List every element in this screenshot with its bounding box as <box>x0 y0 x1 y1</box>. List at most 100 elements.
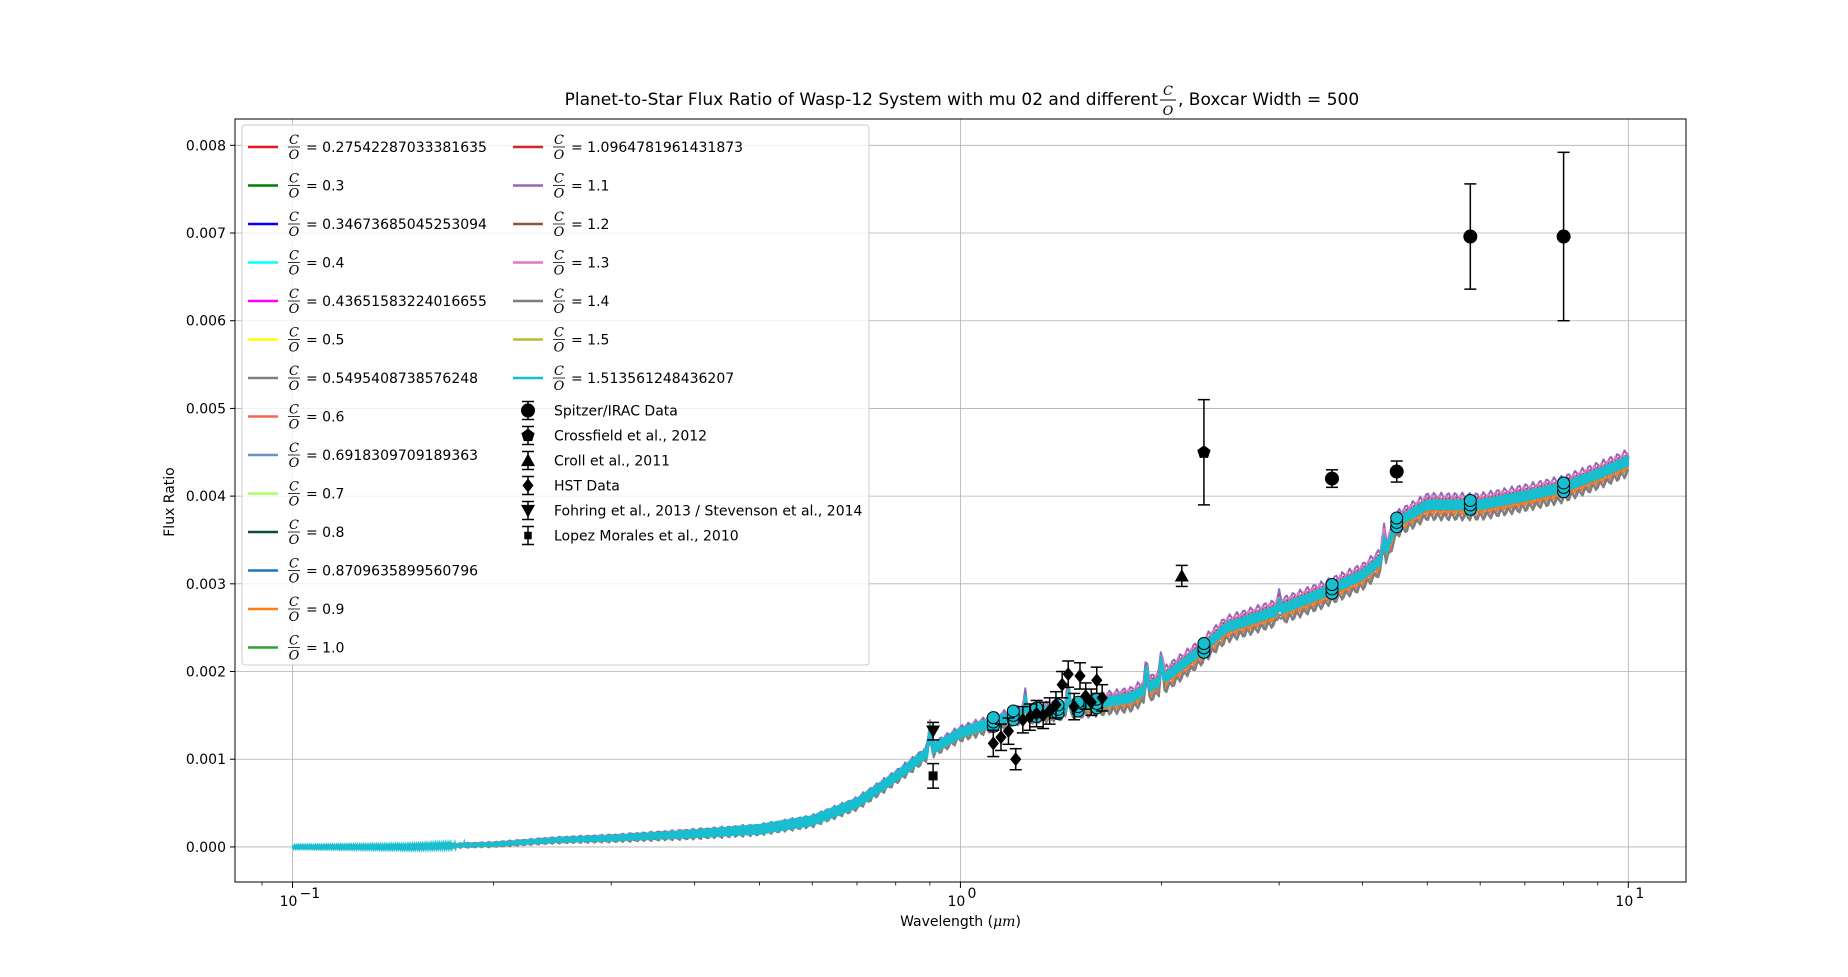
legend-entry-label: = 0.6918309709189363 <box>306 448 478 464</box>
legend-frac-denominator: O <box>289 264 300 279</box>
legend-observation-label: Crossfield et al., 2012 <box>554 429 707 445</box>
legend-observation-label: HST Data <box>554 479 620 495</box>
y-tick-label: 0.001 <box>186 752 226 768</box>
legend-frac-numerator: C <box>289 287 299 302</box>
x-tick-label: 10 <box>948 894 966 910</box>
observation-point <box>1080 689 1092 704</box>
legend-frac-numerator: C <box>289 210 299 225</box>
axis-ticks: 0.000 0.001 0.002 0.003 0.004 0.005 0.006 0.007… <box>186 138 1644 910</box>
legend-entry-label: = 1.0 <box>306 641 344 657</box>
model-series-group <box>291 449 1630 853</box>
y-tick-label: 0.000 <box>186 840 226 856</box>
observation-point <box>1010 752 1022 767</box>
legend-entry-label: = 0.5495408738576248 <box>306 371 478 387</box>
legend-entry-label: = 1.0964781961431873 <box>571 140 743 156</box>
observation-point <box>926 725 941 739</box>
observation-point <box>1030 706 1043 721</box>
legend-entry-label: = 0.6 <box>306 410 345 426</box>
legend-frac-denominator: O <box>289 533 300 548</box>
chart-title-prefix: Planet-to-Star Flux Ratio of Wasp-12 Sys… <box>565 90 1159 110</box>
legend-entry-label: = 0.4 <box>306 256 345 272</box>
model-sample-point <box>1557 476 1571 490</box>
legend-frac-numerator: C <box>289 557 299 572</box>
legend-frac-numerator: C <box>289 133 299 148</box>
legend-frac-numerator: C <box>289 480 299 495</box>
observation-point <box>1463 229 1478 244</box>
model-line-band <box>291 455 1630 853</box>
legend-observation-label: Lopez Morales et al., 2010 <box>554 529 739 545</box>
y-tick-label: 0.005 <box>186 401 226 417</box>
model-sample-point <box>1197 636 1211 650</box>
legend-box <box>241 124 870 666</box>
legend-frac-denominator: O <box>289 379 300 394</box>
legend-frac-denominator: O <box>289 302 300 317</box>
observation-point <box>928 771 938 781</box>
chart-title: Planet-to-Star Flux Ratio of Wasp-12 Sys… <box>565 84 1360 119</box>
observation-point <box>1062 667 1074 682</box>
observation-point <box>1096 690 1108 705</box>
legend-observation-label: Spitzer/IRAC Data <box>554 404 678 420</box>
legend-frac-denominator: O <box>289 456 300 471</box>
legend-marker <box>521 403 535 418</box>
legend-frac-denominator: O <box>554 379 565 394</box>
observation-point <box>1556 229 1571 244</box>
legend-frac-denominator: O <box>554 225 565 240</box>
legend-entry-label: = 1.513561248436207 <box>571 371 734 387</box>
legend-frac-numerator: C <box>554 326 564 341</box>
model-sample-point <box>1463 494 1477 507</box>
legend-entry-label: = 0.34673685045253094 <box>306 217 487 233</box>
legend-frac-numerator: C <box>289 326 299 341</box>
legend-frac-denominator: O <box>289 649 300 664</box>
x-axis-label-text: Wavelength ( <box>900 914 993 930</box>
legend-observation-label: Croll et al., 2011 <box>554 454 670 470</box>
legend-frac-denominator: O <box>554 148 565 163</box>
y-axis-label: Flux Ratio <box>162 467 178 537</box>
legend-marker <box>524 531 532 540</box>
x-tick-exponent: 0 <box>967 886 976 902</box>
y-tick-label: 0.006 <box>186 314 226 330</box>
legend-marker <box>521 428 535 442</box>
legend-frac-denominator: O <box>289 148 300 163</box>
observation-point <box>1091 673 1103 688</box>
chart-title-frac-numerator: C <box>1163 84 1173 99</box>
legend-frac-denominator: O <box>289 572 300 587</box>
legend-frac-numerator: C <box>289 634 299 649</box>
legend-frac-numerator: C <box>289 403 299 418</box>
legend-marker <box>521 504 535 518</box>
legend-frac-numerator: C <box>554 249 564 264</box>
model-sample-point <box>1006 704 1020 718</box>
legend-entry-label: = 1.2 <box>571 217 609 233</box>
y-tick-label: 0.004 <box>186 489 226 505</box>
model-sample-point <box>986 711 1000 725</box>
legend-frac-numerator: C <box>289 441 299 456</box>
legend-entry-label: = 0.43651583224016655 <box>306 294 487 310</box>
x-tick-exponent: −1 <box>300 886 321 902</box>
y-tick-label: 0.008 <box>186 138 226 154</box>
legend-frac-denominator: O <box>554 302 565 317</box>
legend-entry-label: = 1.1 <box>571 179 609 195</box>
legend-entry-label: = 0.27542287033381635 <box>306 140 487 156</box>
legend-frac-denominator: O <box>554 341 565 356</box>
legend-frac-denominator: O <box>554 264 565 279</box>
legend-entry-label: = 1.4 <box>571 294 610 310</box>
legend-frac-numerator: C <box>554 133 564 148</box>
legend-entry-label: = 0.8709635899560796 <box>306 564 478 580</box>
legend-frac-denominator: O <box>289 418 300 433</box>
legend-entry-label: = 0.8 <box>306 525 344 541</box>
axes-frame <box>234 118 1687 883</box>
legend-entry-label: = 1.5 <box>571 333 609 349</box>
x-axis-label-unit: μm <box>993 914 1015 930</box>
observation-point <box>995 730 1007 745</box>
y-tick-label: 0.002 <box>186 665 226 681</box>
legend-marker <box>522 478 534 493</box>
observation-point <box>1085 695 1097 710</box>
legend-frac-denominator: O <box>554 187 565 202</box>
legend-frac-numerator: C <box>289 518 299 533</box>
observation-point <box>1197 445 1211 458</box>
legend-frac-numerator: C <box>554 210 564 225</box>
legend-frac-numerator: C <box>554 172 564 187</box>
observation-point <box>1324 471 1339 486</box>
legend-frac-numerator: C <box>554 364 564 379</box>
legend-entry-label: = 0.3 <box>306 179 344 195</box>
